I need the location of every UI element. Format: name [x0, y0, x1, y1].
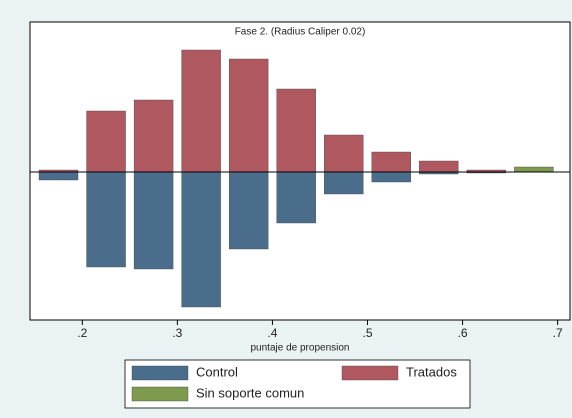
- x-tick-label: .7: [553, 326, 563, 340]
- bar: [276, 88, 316, 173]
- x-axis-label: puntaje de propension: [251, 343, 350, 354]
- bar: [371, 151, 411, 173]
- bar: [324, 171, 364, 195]
- bar: [514, 166, 554, 173]
- legend-label: Sin soporte comun: [196, 385, 304, 400]
- bar: [228, 171, 269, 250]
- x-tick-label: .4: [267, 326, 277, 340]
- x-tick-label: .5: [362, 326, 372, 340]
- bar: [276, 171, 316, 224]
- bar: [181, 49, 221, 173]
- chart-title: Fase 2. (Radius Caliper 0.02): [235, 27, 366, 38]
- bar: [133, 99, 174, 173]
- legend-label: Control: [196, 364, 238, 379]
- x-tick-label: .6: [458, 326, 468, 340]
- bar: [228, 58, 269, 173]
- bar: [86, 171, 126, 268]
- legend-swatch: [131, 386, 189, 402]
- legend-label: Tratados: [406, 364, 457, 379]
- bar: [181, 171, 221, 308]
- legend-swatch: [341, 365, 399, 381]
- bar: [371, 171, 411, 183]
- legend-swatch: [131, 365, 189, 381]
- bar: [38, 171, 79, 181]
- bar: [419, 160, 459, 173]
- bar: [86, 110, 126, 173]
- x-tick-label: .2: [77, 326, 87, 340]
- bar: [133, 171, 174, 270]
- x-tick-label: .3: [172, 326, 182, 340]
- bar: [324, 134, 364, 173]
